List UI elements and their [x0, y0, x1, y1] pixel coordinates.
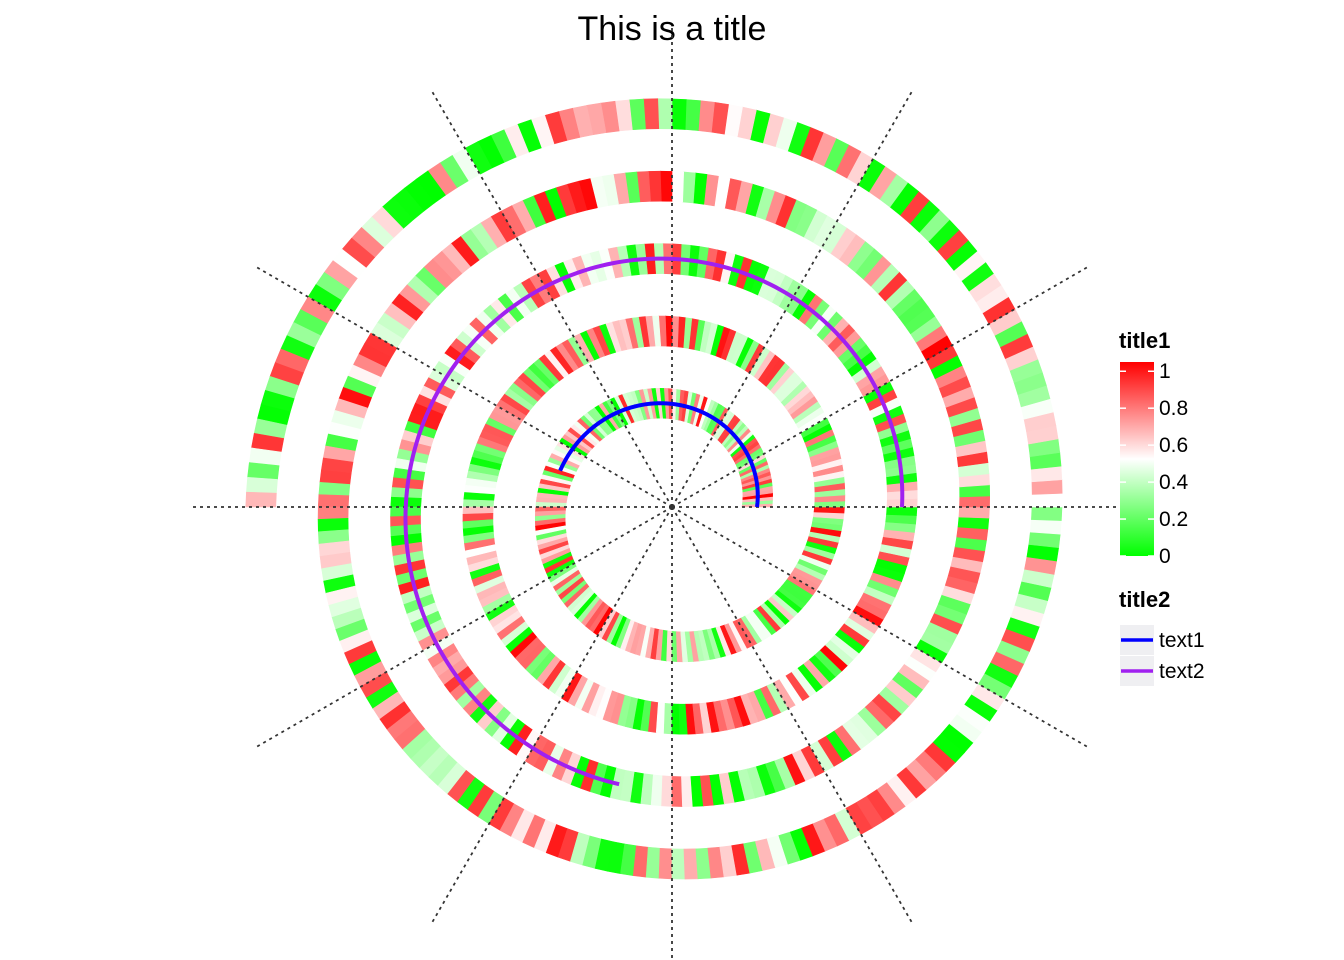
color-tick-label: 0.8 — [1159, 397, 1188, 420]
heat-cell — [658, 847, 673, 880]
reference-line — [431, 506, 673, 924]
spiral-heatmap — [245, 98, 1063, 880]
reference-line — [671, 266, 1089, 508]
series-line-text1 — [558, 401, 760, 508]
heat-cell — [813, 506, 845, 514]
color-tick-label: 0.6 — [1159, 434, 1188, 457]
heat-cell — [698, 100, 715, 133]
heat-cell — [671, 316, 679, 348]
heat-cell — [671, 98, 687, 130]
heat-cell — [671, 171, 685, 203]
heat-cell — [1031, 493, 1063, 508]
heat-cell — [645, 846, 661, 879]
legend-label-text2: text2 — [1159, 660, 1205, 683]
heat-cell — [318, 482, 351, 497]
color-tick-label: 0.4 — [1159, 471, 1189, 494]
heat-cell — [462, 499, 495, 508]
heat-cell — [245, 491, 277, 508]
color-tick-label: 1 — [1159, 360, 1171, 383]
color-bar-ticks: 0 0.2 0.4 0.6 0.8 1 — [1120, 360, 1189, 568]
legend-label-text1: text1 — [1159, 629, 1205, 652]
color-tick-label: 0 — [1159, 545, 1171, 568]
overlay-lines — [403, 256, 905, 787]
reference-line — [255, 266, 673, 508]
heat-cell — [959, 495, 991, 508]
reference-lines — [192, 27, 1152, 960]
reference-line — [431, 90, 673, 508]
heat-cell — [1031, 479, 1063, 495]
heat-cell — [683, 848, 699, 880]
reference-line — [671, 90, 913, 508]
heat-cell — [663, 703, 673, 735]
reference-line — [255, 506, 673, 748]
heat-cell — [1031, 506, 1063, 521]
heat-cell — [684, 99, 701, 131]
heat-cell — [957, 516, 990, 530]
heat-cell — [657, 98, 673, 130]
heat-cell — [246, 476, 278, 494]
series-line-text2 — [403, 256, 905, 787]
reference-line — [671, 506, 1089, 748]
heat-cell — [650, 774, 663, 807]
heat-cell — [659, 170, 673, 202]
legend-title-title1: title1 — [1119, 328, 1170, 353]
heat-cell — [958, 506, 990, 519]
heat-cell — [682, 171, 696, 204]
line-legend-items: text1 text2 — [1120, 625, 1205, 686]
heat-cell — [661, 775, 673, 807]
heat-cell — [317, 506, 349, 520]
heat-cell — [1029, 519, 1062, 535]
heat-cell — [671, 776, 683, 807]
color-bar — [1120, 362, 1154, 556]
reference-line — [671, 506, 913, 924]
center-point — [669, 504, 675, 510]
legend: title1 0 0.2 0.4 0.6 0.8 1 title2 text1 text2 — [1119, 328, 1205, 686]
legend-title-title2: title2 — [1119, 587, 1170, 612]
heat-cell — [886, 506, 918, 516]
heat-cell — [671, 848, 686, 880]
color-tick-label: 0.2 — [1159, 508, 1188, 531]
heat-cell — [247, 462, 280, 480]
heat-cell — [643, 98, 660, 130]
heat-cell — [317, 494, 350, 508]
